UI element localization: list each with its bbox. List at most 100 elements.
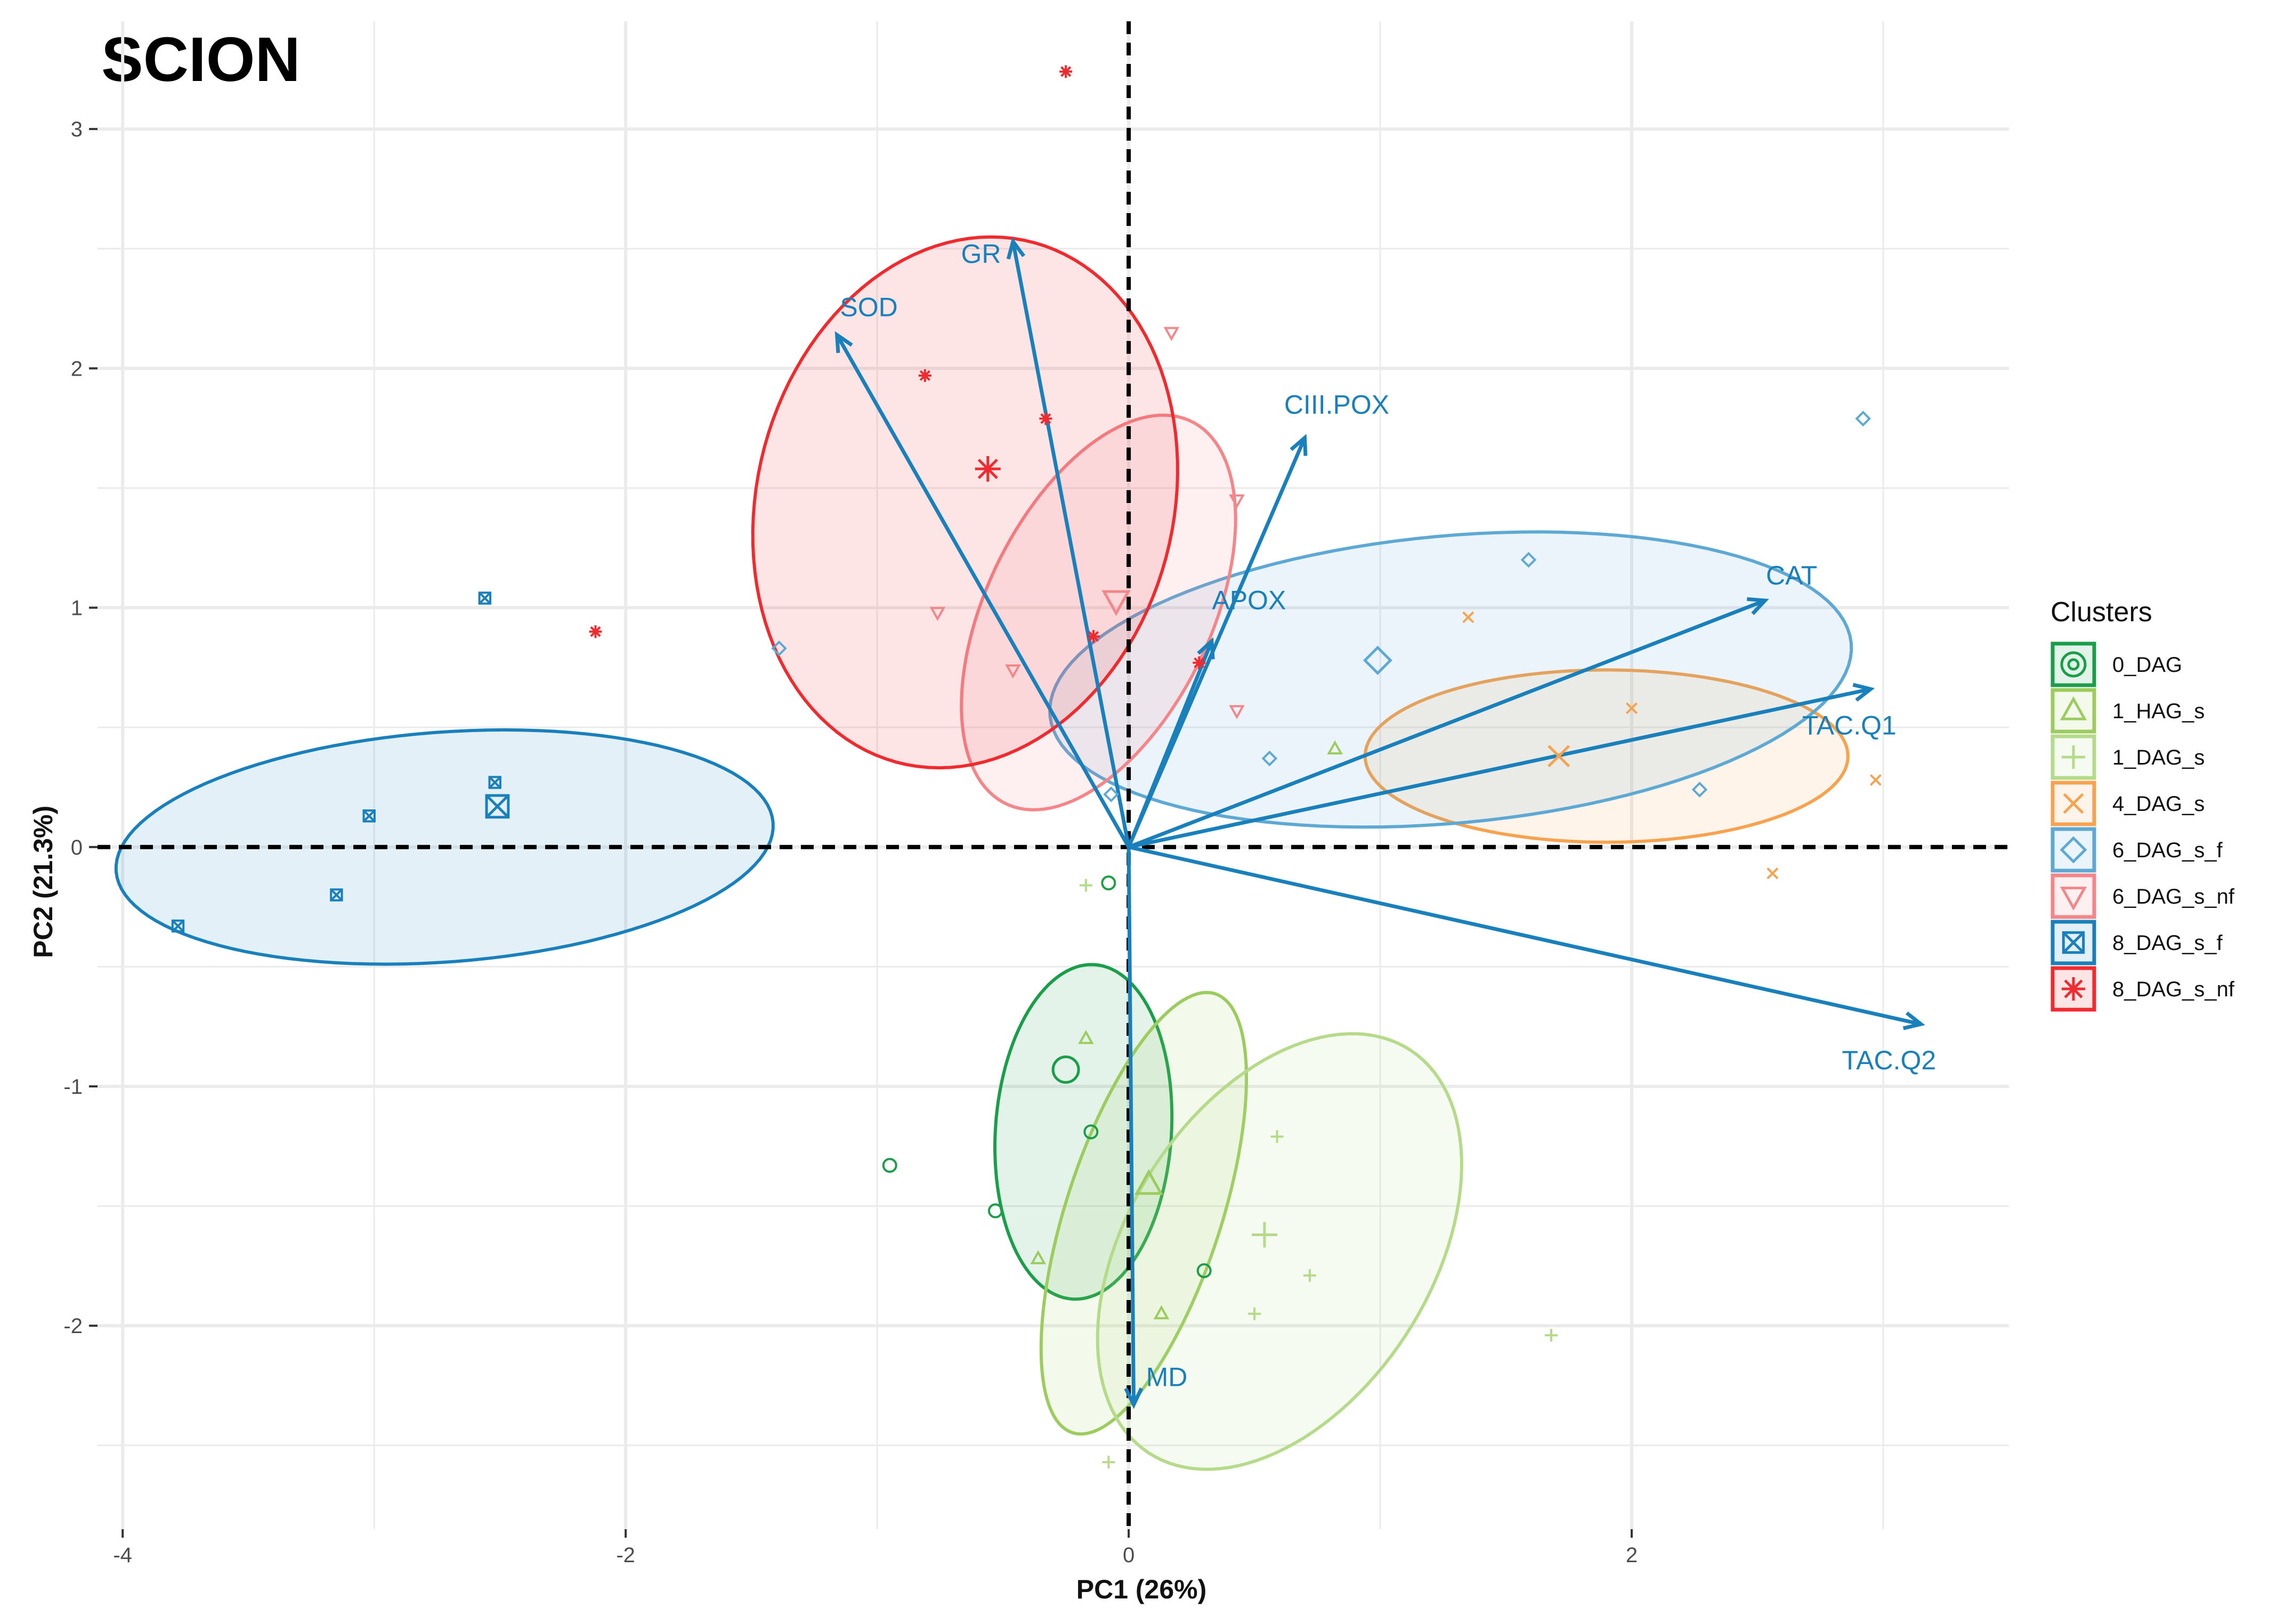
loading-label: TAC.Q2 xyxy=(1842,1045,1936,1075)
centroid-8_DAG_s_nf xyxy=(975,456,1001,482)
x-tick-label: -4 xyxy=(113,1544,132,1567)
point-4_DAG_s xyxy=(1626,702,1638,714)
point-1_DAG_s xyxy=(1545,1329,1558,1342)
point-6_DAG_s_f xyxy=(771,640,787,656)
point-6_DAG_s_nf xyxy=(929,607,946,621)
loading-arrow-TAC.Q1 xyxy=(1128,687,1871,849)
loading-arrowhead-CIII.POX xyxy=(1290,434,1308,456)
legend-label: 8_DAG_s_nf xyxy=(2112,978,2235,1001)
point-1_DAG_s xyxy=(1079,879,1092,892)
reference-lines xyxy=(98,21,2009,1529)
loading-label: SOD xyxy=(840,292,897,322)
legend-title: Clusters xyxy=(2051,597,2152,628)
x-axis-title: PC1 (26%) xyxy=(1076,1574,1207,1604)
point-0_DAG xyxy=(987,1203,1003,1219)
point-6_DAG_s_nf xyxy=(1229,494,1245,509)
legend-key-symbol xyxy=(2063,793,2084,814)
loading-labels: SOD GR CIII.POX APOX CAT TAC.Q1 TAC.Q2 MD xyxy=(840,239,1936,1392)
point-8_DAG_s_f xyxy=(330,888,343,902)
point-4_DAG_s xyxy=(1869,774,1882,786)
loading-arrowhead-SOD xyxy=(834,331,853,353)
point-1_HAG_s xyxy=(1153,1305,1170,1320)
point-8_DAG_s_nf xyxy=(918,369,931,382)
loading-label: MD xyxy=(1146,1362,1188,1392)
point-8_DAG_s_nf xyxy=(1087,630,1100,643)
point-0_DAG xyxy=(1083,1124,1099,1140)
loading-arrow-TAC.Q2 xyxy=(1128,845,1922,1026)
legend-item: 1_HAG_s xyxy=(2051,688,2205,734)
x-tick-label: 2 xyxy=(1626,1544,1638,1567)
legend-item: 6_DAG_s_nf xyxy=(2051,873,2235,919)
point-6_DAG_s_nf xyxy=(1005,664,1021,679)
loading-arrowhead-TAC.Q2 xyxy=(1902,1011,1925,1030)
centroid-6_DAG_s_nf xyxy=(1101,590,1131,616)
legend-key xyxy=(2051,873,2096,919)
legend-item: 1_DAG_s xyxy=(2051,734,2205,780)
legend-key-symbol xyxy=(2060,887,2087,911)
point-8_DAG_s_nf xyxy=(1039,412,1052,425)
legend-key-symbol xyxy=(2060,836,2087,864)
loading-arrow-SOD xyxy=(835,334,1131,848)
ellipse-8_DAG_s_nf xyxy=(751,235,1179,770)
loading-arrowhead-TAC.Q1 xyxy=(1852,683,1875,702)
loading-label: APOX xyxy=(1212,585,1286,615)
legend-item: 6_DAG_s_f xyxy=(2051,827,2223,873)
point-0_DAG xyxy=(882,1158,897,1173)
point-1_DAG_s xyxy=(1303,1269,1316,1282)
point-1_HAG_s xyxy=(1078,1030,1094,1044)
loading-arrow-GR xyxy=(1011,241,1131,848)
legend-label: 1_HAG_s xyxy=(2112,700,2205,723)
legend-key-symbol xyxy=(2060,651,2087,678)
centroid-1_HAG_s xyxy=(1134,1169,1163,1195)
legend-key-symbol xyxy=(2062,977,2085,1001)
legend-key xyxy=(2051,827,2096,873)
data-points xyxy=(171,65,1882,1469)
loading-arrow-APOX xyxy=(1127,640,1214,848)
loading-arrowhead-GR xyxy=(1006,237,1026,260)
legend-item: 8_DAG_s_f xyxy=(2051,920,2223,965)
y-axis-title: PC2 (21.3%) xyxy=(28,806,58,958)
point-1_HAG_s xyxy=(1030,1250,1046,1264)
legend-key-symbol xyxy=(2062,931,2085,954)
point-6_DAG_s_nf xyxy=(1229,705,1245,719)
loading-label: CAT xyxy=(1766,561,1817,590)
point-8_DAG_s_nf xyxy=(1059,65,1073,78)
ellipse-6_DAG_s_nf xyxy=(960,413,1237,811)
legend-label: 4_DAG_s xyxy=(2112,792,2205,816)
loading-arrowhead-APOX xyxy=(1197,637,1215,660)
y-tick-label: 2 xyxy=(71,357,83,380)
axes: -4 -2 0 2 -2 -1 0 1 2 3 xyxy=(63,118,1638,1567)
legend-label: 0_DAG xyxy=(2112,653,2182,677)
centroid-4_DAG_s xyxy=(1547,745,1570,768)
x-tick-label: 0 xyxy=(1123,1544,1134,1567)
legend-key xyxy=(2051,688,2096,734)
y-tick-label: -2 xyxy=(63,1314,83,1338)
point-1_DAG_s xyxy=(1248,1307,1261,1320)
legend-item: 4_DAG_s xyxy=(2051,781,2205,826)
point-8_DAG_s_f xyxy=(478,591,492,605)
point-1_DAG_s xyxy=(1102,1456,1115,1469)
point-6_DAG_s_f xyxy=(1691,782,1708,798)
point-6_DAG_s_f xyxy=(1520,551,1537,568)
y-tick-label: -1 xyxy=(63,1075,83,1099)
plot-area: SOD GR CIII.POX APOX CAT TAC.Q1 TAC.Q2 MD xyxy=(98,21,2009,1529)
ellipse-1_DAG_s xyxy=(1096,1032,1463,1471)
loading-arrowhead-CAT xyxy=(1747,597,1769,615)
y-tick-label: 3 xyxy=(71,118,83,141)
y-tick-label: 1 xyxy=(71,597,83,620)
loading-label: GR xyxy=(961,239,1001,269)
chart-title: SCION xyxy=(101,25,301,95)
legend-item: 0_DAG xyxy=(2051,642,2182,687)
loading-arrow-CAT xyxy=(1128,598,1766,849)
loading-arrows xyxy=(834,237,1925,1409)
centroid-6_DAG_s_f xyxy=(1363,645,1392,675)
legend-key xyxy=(2051,642,2096,687)
loading-arrowhead-MD xyxy=(1124,1387,1144,1409)
point-6_DAG_s_f xyxy=(1261,750,1278,767)
point-6_DAG_s_f xyxy=(1103,786,1119,802)
point-6_DAG_s_nf xyxy=(1163,327,1180,342)
legend-label: 6_DAG_s_f xyxy=(2112,839,2223,862)
point-8_DAG_s_f xyxy=(362,809,376,823)
ellipse-1_HAG_s xyxy=(1039,990,1248,1436)
